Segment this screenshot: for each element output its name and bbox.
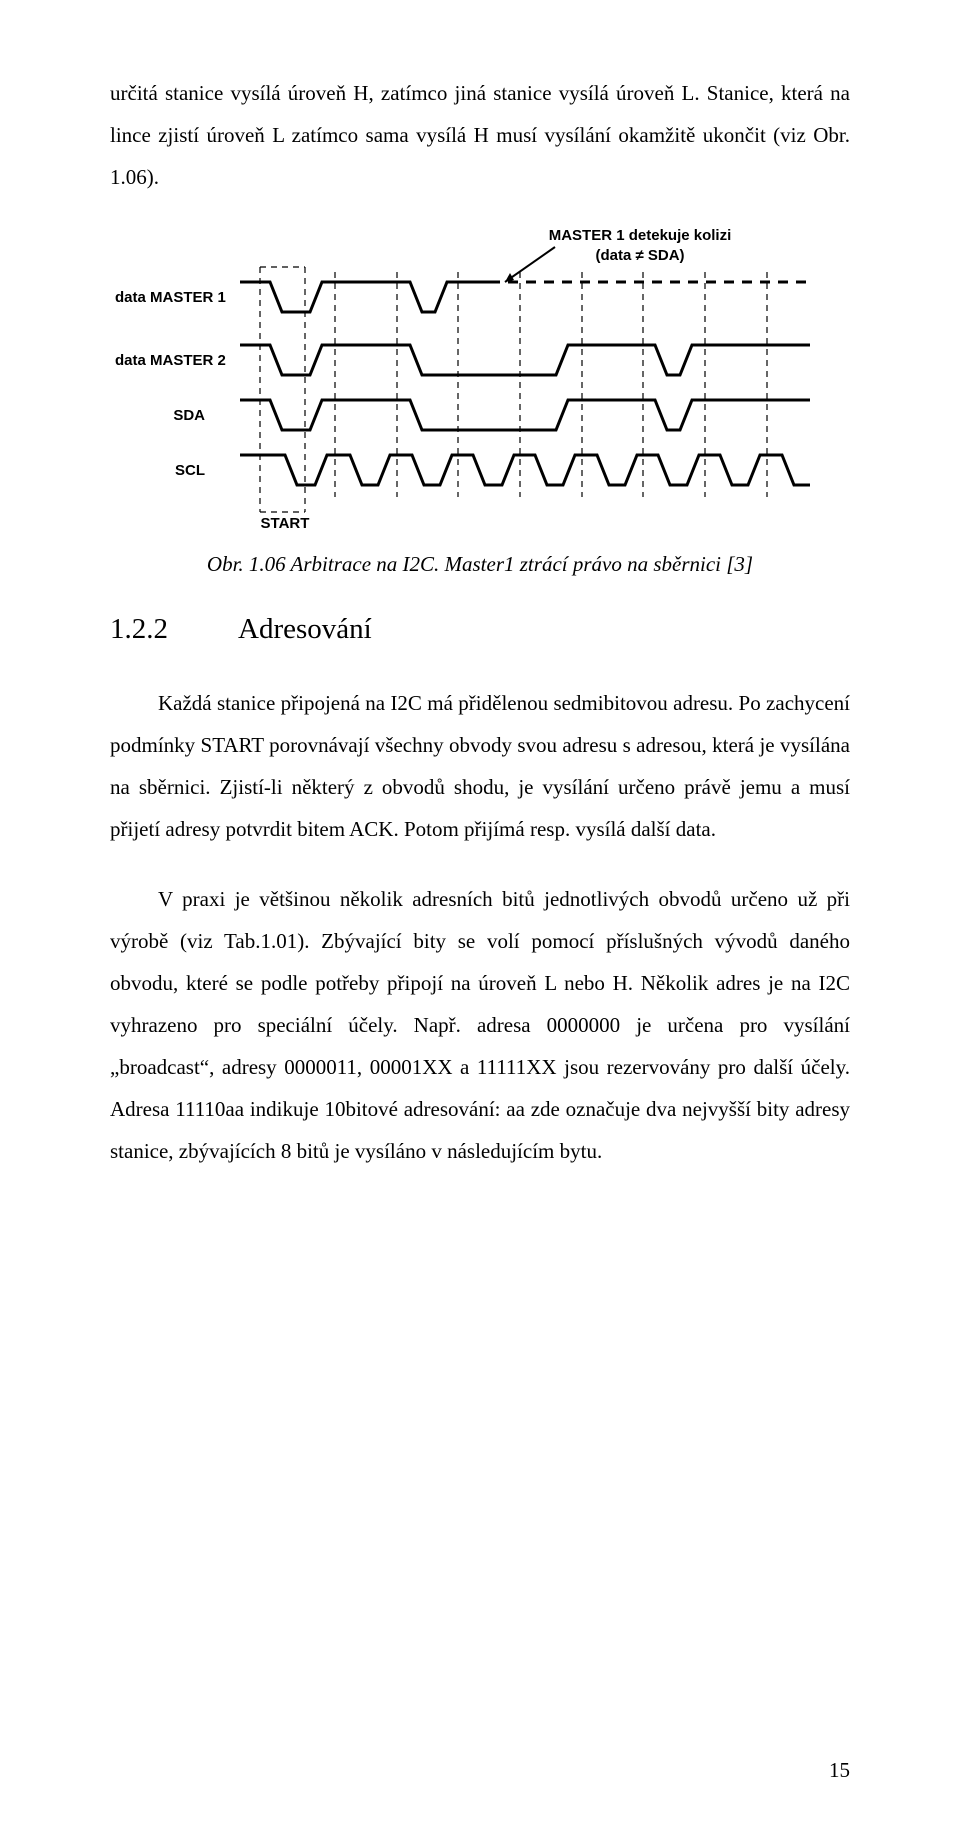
label-master1: data MASTER 1 xyxy=(115,289,226,306)
page-number: 15 xyxy=(829,1758,850,1783)
collision-arrow xyxy=(505,247,555,282)
wave-sda xyxy=(240,400,810,430)
page: určitá stanice vysílá úroveň H, zatímco … xyxy=(0,0,960,1823)
heading-number: 1.2.2 xyxy=(110,613,168,646)
wave-scl xyxy=(240,455,810,485)
wave-master2 xyxy=(240,345,810,375)
collision-label-1: MASTER 1 detekuje kolizi xyxy=(549,227,732,244)
body-para-2: V praxi je většinou několik adresních bi… xyxy=(110,878,850,1172)
body-para-1: Každá stanice připojená na I2C má přiděl… xyxy=(110,682,850,850)
figure-caption: Obr. 1.06 Arbitrace na I2C. Master1 ztrá… xyxy=(110,552,850,577)
timing-diagram: MASTER 1 detekuje kolizi (data ≠ SDA) da… xyxy=(110,222,850,532)
intro-paragraph: určitá stanice vysílá úroveň H, zatímco … xyxy=(110,72,850,198)
label-master2: data MASTER 2 xyxy=(115,352,226,369)
label-sda: SDA xyxy=(173,407,205,424)
heading-title: Adresování xyxy=(238,613,372,645)
collision-label-2: (data ≠ SDA) xyxy=(595,247,684,264)
label-start: START xyxy=(261,515,310,532)
wave-master1 xyxy=(240,282,490,312)
label-scl: SCL xyxy=(175,462,205,479)
section-heading: 1.2.2 Adresování xyxy=(110,613,850,646)
